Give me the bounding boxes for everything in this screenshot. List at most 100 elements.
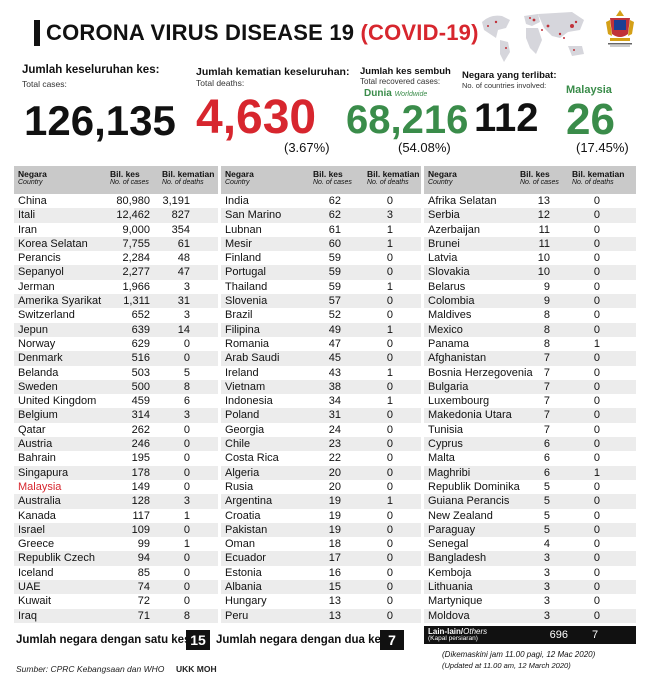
country-name: Lithuania [428,581,473,594]
country-name: Republik Dominika [428,480,520,493]
case-count: 61 [328,223,341,236]
country-name: Itali [18,209,36,222]
case-count: 5 [543,495,550,508]
case-count: 43 [328,366,341,379]
table-row: Senegal 4 0 [424,537,636,551]
table-row: San Marino 62 3 [221,208,421,223]
death-count: 0 [593,452,600,465]
case-count: 19 [328,495,341,508]
case-count: 12,462 [116,209,150,222]
case-count: 4 [543,538,550,551]
death-count: 0 [593,295,600,308]
death-count: 0 [386,337,393,350]
table-row: Peru 13 0 [221,608,421,623]
death-count: 0 [593,223,600,236]
country-name: Algeria [225,466,260,479]
death-count: 0 [386,509,393,522]
table-row: New Zealand 5 0 [424,509,636,523]
death-count: 0 [386,538,393,551]
country-name: Slovenia [225,295,268,308]
table-row: Croatia 19 0 [221,509,421,523]
others-sublabel: (Kapal persiaran) [428,635,478,642]
death-count: 0 [386,266,393,279]
case-count: 117 [132,509,150,522]
death-count: 0 [386,352,393,365]
death-count: 0 [183,523,190,536]
case-count: 59 [328,280,341,293]
death-count: 0 [183,595,190,608]
case-count: 246 [131,438,150,451]
table-header: Negara Country Bil. kes No. of cases Bil. ke… [424,166,636,194]
country-name: Colombia [428,295,475,308]
country-name: Bosnia Herzegovenia [428,366,533,379]
death-count: 8 [183,609,190,622]
table-row: Oman 18 0 [221,537,421,551]
case-count: 59 [328,252,341,265]
recovered-pct: (54.08%) [398,140,451,155]
death-count: 0 [386,438,393,451]
country-name: Argentina [225,495,273,508]
country-name: Denmark [18,352,63,365]
death-count: 3 [183,495,190,508]
header-cases: Bil. kes No. of cases [520,169,559,186]
table-row: United Kingdom 459 6 [14,394,218,408]
country-name: Luxembourg [428,395,490,408]
country-name: Iraq [18,609,37,622]
table-row: Costa Rica 22 0 [221,451,421,465]
death-count: 8 [183,380,190,393]
country-name: Belarus [428,280,466,293]
case-count: 314 [131,409,150,422]
table-row: Martynique 3 0 [424,594,636,608]
death-count: 61 [177,237,190,250]
case-count: 19 [328,523,341,536]
country-name: Estonia [225,566,262,579]
case-count: 459 [131,395,150,408]
table-row: Israel 109 0 [14,522,218,538]
table-row: Republik Dominika 5 0 [424,480,636,494]
table-row: Iran 9,000 354 [14,223,218,237]
death-count: 0 [386,609,393,622]
death-count: 1 [593,466,600,479]
case-count: 9 [543,295,550,308]
death-count: 1 [386,395,393,408]
case-count: 12 [537,209,550,222]
case-count: 13 [537,195,550,207]
case-count: 7,755 [122,237,150,250]
total-deaths-pct: (3.67%) [284,140,330,155]
table-row: Argentina 19 1 [221,494,421,509]
country-name: Austria [18,438,53,451]
header-deaths: Bil. kematian No. of deaths [367,169,420,186]
country-name: Costa Rica [225,452,279,465]
case-count: 38 [328,380,341,393]
death-count: 3,191 [162,195,190,207]
country-name: UAE [18,581,41,594]
table-row: Mexico 8 0 [424,322,636,337]
country-name: Rusia [225,480,254,493]
death-count: 3 [183,309,190,322]
others-row: Lain-lain/Others (Kapal persiaran) 696 7 [424,626,636,644]
title-main: CORONA VIRUS DISEASE 19 [46,20,355,45]
table-row: Albania 15 0 [221,580,421,595]
case-count: 1,966 [122,280,150,293]
country-name: Thailand [225,280,268,293]
total-cases-label: Jumlah keseluruhan kes: [22,64,160,76]
country-name: Pakistan [225,523,268,536]
death-count: 0 [386,309,393,322]
death-count: 354 [171,223,190,236]
case-count: 13 [328,609,341,622]
country-name: Tunisia [428,423,464,436]
table-row: Kanada 117 1 [14,509,218,523]
one-case-label: Jumlah negara dengan satu kes [16,634,191,646]
malaysia-label: Malaysia [566,84,612,96]
death-count: 0 [593,195,600,207]
death-count: 0 [593,280,600,293]
case-count: 2,284 [122,252,150,265]
table-row: Indonesia 34 1 [221,394,421,408]
death-count: 0 [593,552,600,565]
table-row: Sepanyol 2,277 47 [14,265,218,280]
case-count: 52 [328,309,341,322]
table-row: Kuwait 72 0 [14,594,218,608]
table-row: Luxembourg 7 0 [424,394,636,408]
case-count: 16 [328,566,341,579]
table-row: Korea Selatan 7,755 61 [14,236,218,252]
